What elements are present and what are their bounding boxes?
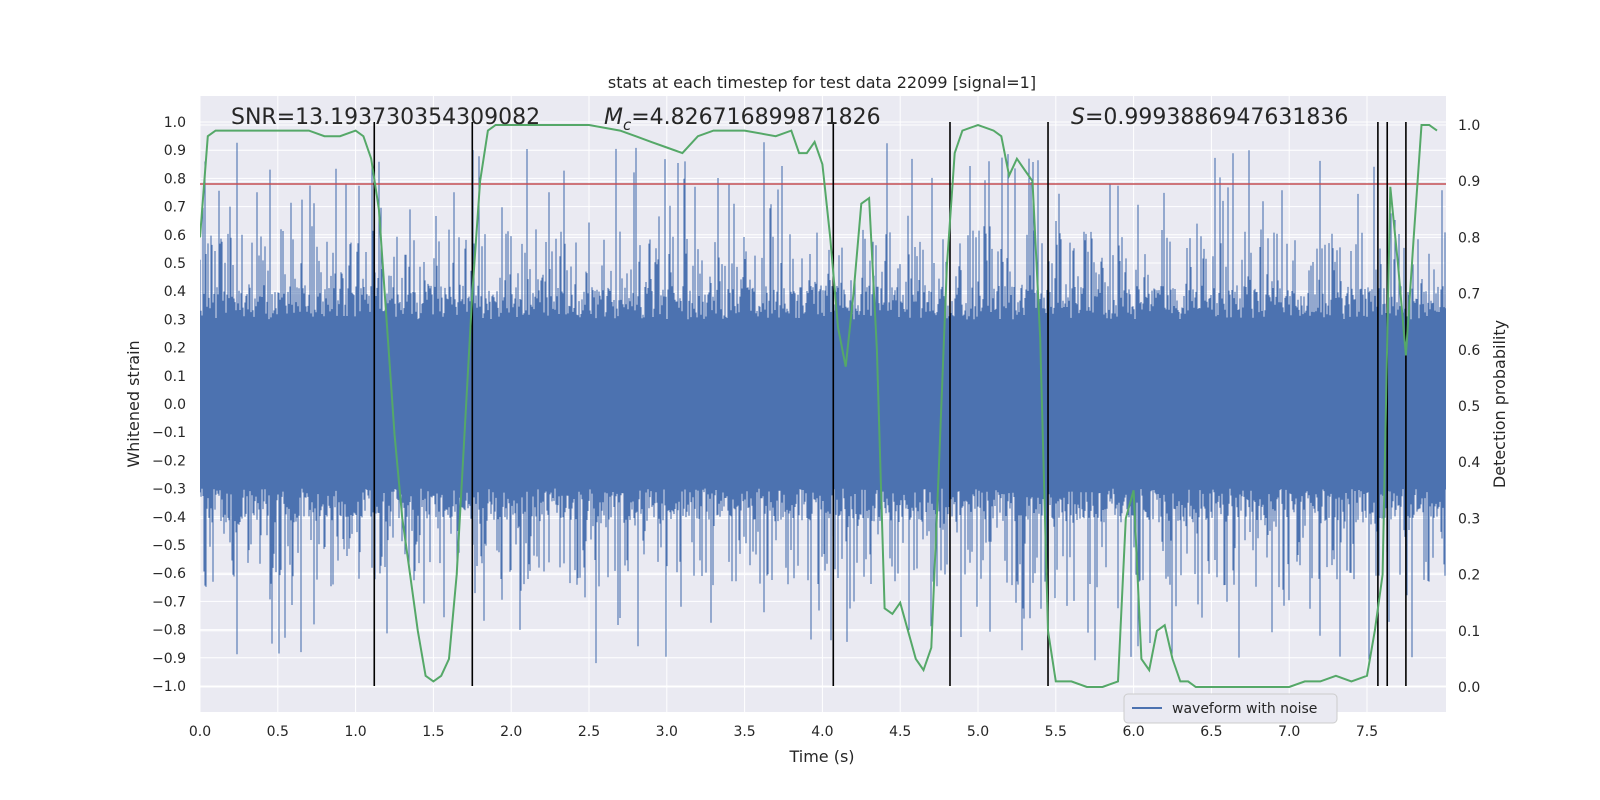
- y-left-tick-label: 0.1: [164, 369, 186, 385]
- legend-entry-waveform: waveform with noise: [1172, 701, 1317, 717]
- mc-subscript: c: [623, 116, 632, 134]
- s-value: =0.9993886947631836: [1085, 105, 1348, 130]
- x-tick-label: 4.0: [811, 724, 833, 740]
- y-left-tick-label: 0.3: [164, 312, 186, 328]
- x-tick-label: 2.5: [578, 724, 600, 740]
- x-tick-label: 3.0: [656, 724, 678, 740]
- y-left-tick-label: −0.8: [152, 623, 186, 639]
- y-right-tick-label: 0.7: [1458, 287, 1480, 303]
- y-left-tick-label: −0.6: [152, 566, 186, 582]
- x-tick-label: 6.0: [1122, 724, 1144, 740]
- detection-probability-series: [200, 123, 1438, 688]
- x-tick-label: 3.5: [733, 724, 755, 740]
- y-axis-left-ticks: −1.0 −0.9 −0.8 −0.7 −0.6 −0.5 −0.4 −0.3 −0.2 −0.1…: [152, 115, 186, 695]
- s-symbol: S: [1071, 105, 1085, 130]
- y-left-tick-label: 0.5: [164, 256, 186, 272]
- y-right-tick-label: 0.9: [1458, 174, 1480, 190]
- x-tick-label: 0.5: [267, 724, 289, 740]
- x-tick-label: 7.0: [1278, 724, 1300, 740]
- y-axis-right-label: Detection probability: [1490, 320, 1509, 488]
- y-left-tick-label: 1.0: [164, 115, 186, 131]
- y-left-tick-label: −0.5: [152, 538, 186, 554]
- y-left-tick-label: 0.6: [164, 228, 186, 244]
- y-right-tick-label: 0.3: [1458, 511, 1480, 527]
- y-left-tick-label: 0.4: [164, 284, 186, 300]
- waveform-series: [200, 142, 1446, 664]
- y-right-tick-label: 0.5: [1458, 399, 1480, 415]
- y-left-tick-label: −0.2: [152, 453, 186, 469]
- mc-annotation: Mc=4.826716899871826: [604, 105, 881, 134]
- waveform-core: [200, 347, 1446, 461]
- y-right-tick-label: 0.0: [1458, 680, 1480, 696]
- mc-symbol: M: [604, 105, 623, 130]
- mc-value: =4.826716899871826: [631, 105, 880, 130]
- y-axis-right-ticks: 0.0 0.1 0.2 0.3 0.4 0.5 0.6 0.7 0.8 0.9 1.0: [1458, 118, 1480, 696]
- legend-box: [1123, 693, 1338, 724]
- y-left-tick-label: −0.3: [152, 482, 186, 498]
- x-axis-label: Time (s): [788, 747, 854, 766]
- x-tick-label: 1.5: [422, 724, 444, 740]
- y-left-tick-label: 0.9: [164, 143, 186, 159]
- y-left-tick-label: −1.0: [152, 679, 186, 695]
- x-tick-label: 6.5: [1200, 724, 1222, 740]
- x-tick-label: 2.0: [500, 724, 522, 740]
- x-tick-label: 0.0: [189, 724, 211, 740]
- y-left-tick-label: 0.0: [164, 397, 186, 413]
- x-tick-label: 5.0: [967, 724, 989, 740]
- x-tick-label: 4.5: [889, 724, 911, 740]
- y-right-tick-label: 0.8: [1458, 230, 1480, 246]
- x-axis-ticks: 0.0 0.5 1.0 1.5 2.0 2.5 3.0 3.5 4.0 4.5 5.0 5.5 6.0 6…: [189, 724, 1378, 740]
- y-right-tick-label: 0.2: [1458, 568, 1480, 584]
- y-left-tick-label: −0.7: [152, 594, 186, 610]
- y-left-tick-label: 0.7: [164, 200, 186, 216]
- y-right-tick-label: 1.0: [1458, 118, 1480, 134]
- y-left-tick-label: −0.9: [152, 651, 186, 667]
- s-annotation: S=0.9993886947631836: [1071, 105, 1348, 130]
- y-axis-left-label: Whitened strain: [124, 340, 143, 467]
- vertical-markers: [373, 122, 1407, 686]
- y-left-tick-label: −0.1: [152, 425, 186, 441]
- snr-annotation: SNR=13.193730354309082: [231, 105, 540, 130]
- probability-line: [200, 123, 1438, 688]
- x-tick-label: 1.0: [344, 724, 366, 740]
- y-left-tick-label: 0.8: [164, 171, 186, 187]
- y-right-tick-label: 0.6: [1458, 343, 1480, 359]
- chart-title: stats at each timestep for test data 220…: [608, 73, 1036, 92]
- y-left-tick-label: −0.4: [152, 510, 186, 526]
- legend: waveform with noise: [1123, 693, 1338, 724]
- y-right-tick-label: 0.1: [1458, 624, 1480, 640]
- y-left-tick-label: 0.2: [164, 341, 186, 357]
- x-tick-label: 7.5: [1356, 724, 1378, 740]
- x-tick-label: 5.5: [1045, 724, 1067, 740]
- y-right-tick-label: 0.4: [1458, 455, 1480, 471]
